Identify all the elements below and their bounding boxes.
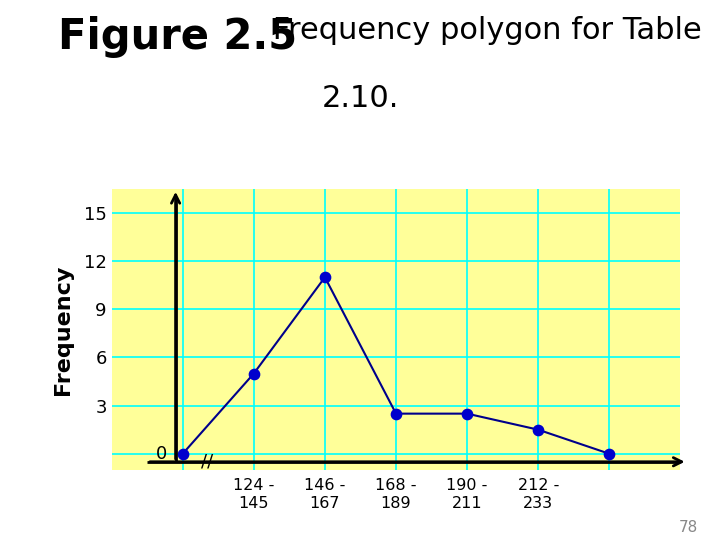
Point bbox=[248, 369, 260, 378]
Text: 2.10.: 2.10. bbox=[321, 84, 399, 113]
Point bbox=[462, 409, 473, 418]
Text: 78: 78 bbox=[679, 519, 698, 535]
Text: Figure 2.5: Figure 2.5 bbox=[58, 16, 297, 58]
Text: //: // bbox=[202, 453, 214, 471]
Text: 0: 0 bbox=[156, 445, 167, 463]
Point bbox=[533, 426, 544, 434]
Text: Frequency polygon for Table: Frequency polygon for Table bbox=[263, 16, 701, 45]
Point bbox=[603, 449, 615, 458]
Point bbox=[390, 409, 402, 418]
Y-axis label: Frequency: Frequency bbox=[53, 264, 73, 395]
Point bbox=[319, 273, 330, 281]
Point bbox=[177, 449, 189, 458]
